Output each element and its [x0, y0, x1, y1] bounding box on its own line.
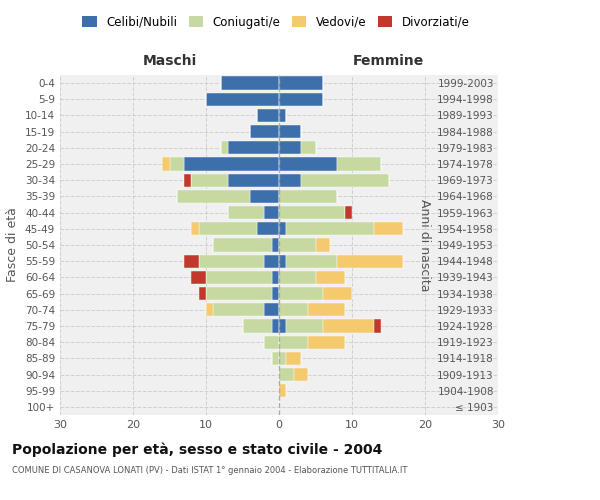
Bar: [206, 287, 272, 300]
Bar: [191, 174, 228, 187]
Bar: [272, 287, 279, 300]
Bar: [279, 303, 308, 316]
Bar: [279, 206, 344, 220]
Bar: [374, 222, 403, 235]
Bar: [265, 206, 279, 220]
Bar: [191, 270, 206, 284]
Bar: [184, 158, 279, 170]
Bar: [316, 238, 330, 252]
Bar: [279, 352, 286, 365]
Bar: [170, 158, 184, 170]
Legend: Celibi/Nubili, Coniugati/e, Vedovi/e, Divorziati/e: Celibi/Nubili, Coniugati/e, Vedovi/e, Di…: [77, 11, 475, 34]
Bar: [206, 92, 279, 106]
Bar: [279, 336, 308, 349]
Bar: [279, 254, 286, 268]
Bar: [279, 125, 301, 138]
Bar: [323, 287, 352, 300]
Bar: [228, 141, 279, 154]
Bar: [250, 190, 279, 203]
Bar: [242, 320, 272, 332]
Bar: [316, 270, 344, 284]
Bar: [286, 320, 323, 332]
Bar: [279, 158, 337, 170]
Bar: [374, 320, 381, 332]
Bar: [221, 141, 228, 154]
Text: COMUNE DI CASANOVA LONATI (PV) - Dati ISTAT 1° gennaio 2004 - Elaborazione TUTTI: COMUNE DI CASANOVA LONATI (PV) - Dati IS…: [12, 466, 407, 475]
Bar: [214, 238, 272, 252]
Bar: [337, 158, 381, 170]
Bar: [286, 352, 301, 365]
Bar: [184, 174, 191, 187]
Bar: [301, 141, 316, 154]
Bar: [265, 336, 279, 349]
Bar: [272, 238, 279, 252]
Bar: [206, 270, 272, 284]
Bar: [199, 254, 265, 268]
Bar: [293, 368, 308, 381]
Bar: [279, 141, 301, 154]
Bar: [279, 222, 286, 235]
Bar: [279, 384, 286, 398]
Text: Popolazione per età, sesso e stato civile - 2004: Popolazione per età, sesso e stato civil…: [12, 442, 382, 457]
Text: Femmine: Femmine: [353, 54, 424, 68]
Bar: [323, 320, 374, 332]
Bar: [177, 190, 250, 203]
Bar: [337, 254, 403, 268]
Bar: [199, 222, 257, 235]
Bar: [279, 287, 323, 300]
Bar: [199, 287, 206, 300]
Bar: [206, 303, 214, 316]
Bar: [184, 254, 199, 268]
Bar: [272, 352, 279, 365]
Bar: [228, 206, 265, 220]
Bar: [272, 320, 279, 332]
Bar: [257, 222, 279, 235]
Bar: [344, 206, 352, 220]
Bar: [279, 174, 301, 187]
Bar: [279, 109, 286, 122]
Bar: [286, 254, 337, 268]
Y-axis label: Anni di nascita: Anni di nascita: [418, 198, 431, 291]
Bar: [308, 303, 344, 316]
Bar: [279, 270, 316, 284]
Bar: [279, 92, 323, 106]
Bar: [286, 222, 374, 235]
Bar: [279, 190, 337, 203]
Bar: [228, 174, 279, 187]
Text: Maschi: Maschi: [142, 54, 197, 68]
Bar: [214, 303, 265, 316]
Bar: [279, 238, 316, 252]
Bar: [265, 303, 279, 316]
Bar: [308, 336, 344, 349]
Bar: [191, 222, 199, 235]
Bar: [279, 320, 286, 332]
Bar: [250, 125, 279, 138]
Bar: [162, 158, 170, 170]
Bar: [265, 254, 279, 268]
Bar: [301, 174, 389, 187]
Bar: [257, 109, 279, 122]
Bar: [272, 270, 279, 284]
Bar: [279, 368, 293, 381]
Bar: [221, 76, 279, 90]
Y-axis label: Fasce di età: Fasce di età: [7, 208, 19, 282]
Bar: [279, 76, 323, 90]
